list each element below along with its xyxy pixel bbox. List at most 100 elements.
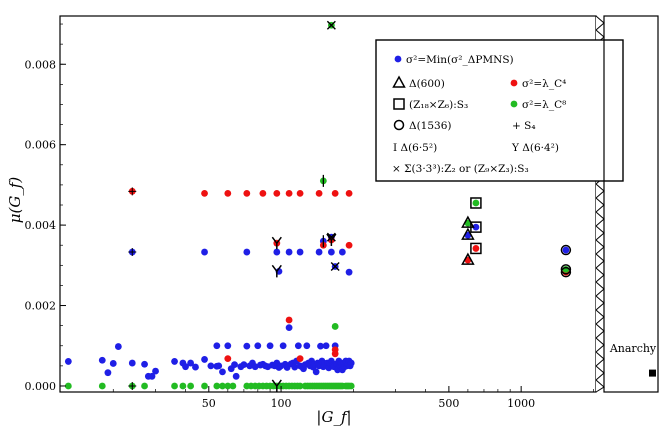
data-marks — [64, 20, 572, 392]
data-point-blue — [285, 324, 293, 332]
data-point-red — [296, 355, 304, 363]
data-point-red — [273, 189, 281, 197]
data-point-blue — [266, 342, 274, 350]
data-point-blue — [213, 342, 221, 350]
data-point-red — [472, 245, 480, 252]
data-point-green — [296, 382, 304, 390]
legend-marker-green — [510, 100, 518, 108]
data-point-red — [243, 189, 251, 197]
data-point-blue — [312, 368, 320, 376]
data-point-blue — [294, 342, 302, 350]
data-point-green — [347, 382, 355, 390]
legend-marker-circle — [393, 119, 405, 131]
marker-circle — [560, 244, 572, 256]
data-point-blue — [251, 363, 259, 371]
marker-Y — [271, 379, 282, 392]
data-point-blue — [141, 360, 148, 368]
legend-label-I: I Δ(6·5²) — [393, 142, 437, 154]
axes: 0.000 0.002 0.004 0.006 0.008 50 100 500 1000 — [25, 15, 606, 410]
marker-circle — [560, 266, 572, 278]
data-point-blue — [338, 248, 346, 256]
data-point-red — [224, 355, 232, 363]
data-point-blue — [279, 342, 287, 350]
data-point-green — [64, 382, 72, 390]
legend-label-square: (Z₁₈×Z₆):S₃ — [409, 99, 468, 111]
data-point-blue — [98, 356, 106, 364]
data-point-blue — [240, 361, 248, 369]
data-point-blue — [472, 223, 480, 231]
marker-x — [326, 20, 336, 30]
data-point-red — [296, 189, 304, 197]
marker-x — [330, 262, 340, 272]
data-point-blue — [296, 248, 304, 256]
data-point-blue — [114, 343, 122, 350]
legend: σ²=Min(σ²_ΔPMNS) Δ(600) σ²=λ_C⁴ (Z₁₈×Z₆):S₃… — [375, 39, 624, 182]
anarchy-point — [649, 369, 656, 377]
x-tick-label: 50 — [202, 397, 216, 410]
y-axis-title: μ(G_f) — [6, 177, 24, 224]
y-tick-label: 0.000 — [25, 380, 57, 393]
legend-label-x: × Σ(3·3³):Z₂ or (Z₉×Z₃):S₃ — [392, 163, 529, 175]
legend-label-green: σ²=λ_C⁸ — [522, 99, 566, 111]
anarchy-panel: Anarchy — [603, 15, 659, 393]
y-tick-label: 0.002 — [25, 300, 57, 313]
data-point-green — [171, 382, 178, 390]
data-point-blue — [109, 360, 117, 367]
data-point-blue — [224, 342, 232, 350]
data-point-green — [213, 382, 221, 390]
data-point-blue — [219, 368, 226, 376]
x-axis-title: |G_f| — [316, 408, 351, 426]
x-tick-label: 500 — [438, 397, 459, 410]
data-point-green — [187, 382, 195, 390]
legend-label-circle: Δ(1536) — [409, 120, 452, 132]
data-point-red — [224, 189, 232, 197]
data-point-blue — [182, 363, 189, 371]
data-point-blue — [243, 342, 251, 350]
legend-label-plus: + S₄ — [512, 120, 536, 132]
data-point-blue — [148, 372, 156, 380]
data-point-blue — [201, 248, 208, 256]
marker-plus — [128, 187, 137, 196]
data-point-blue — [171, 358, 178, 365]
legend-marker-blue — [394, 55, 402, 63]
marker-Y — [271, 236, 282, 250]
data-point-red — [331, 189, 339, 197]
x-tick-label: 1000 — [507, 397, 535, 410]
data-point-red — [315, 189, 323, 197]
data-point-green — [98, 382, 106, 390]
marker-triangle — [461, 227, 475, 240]
marker-plus — [128, 248, 137, 257]
data-point-green — [179, 382, 187, 390]
legend-label-blue: σ²=Min(σ²_ΔPMNS) — [406, 54, 514, 66]
data-point-blue — [345, 268, 353, 276]
data-point-blue — [285, 248, 293, 256]
legend-label-triangle: Δ(600) — [409, 78, 445, 90]
data-point-red — [259, 189, 267, 197]
data-point-blue — [128, 359, 136, 367]
data-point-red — [201, 189, 208, 197]
data-point-green — [472, 199, 480, 207]
marker-Y — [271, 264, 282, 278]
marker-square — [470, 242, 482, 255]
legend-marker-square — [393, 98, 405, 110]
data-point-green — [229, 382, 237, 390]
data-point-red — [285, 316, 293, 324]
data-point-blue — [104, 369, 112, 377]
marker-square — [470, 221, 482, 233]
axis-break-mask — [596, 16, 606, 392]
y-tick-label: 0.008 — [25, 58, 57, 71]
marker-square — [470, 197, 482, 209]
data-point-blue — [187, 359, 195, 367]
marker-circle — [560, 264, 572, 275]
data-point-blue — [232, 372, 240, 380]
data-point-blue — [273, 248, 281, 256]
data-point-red — [345, 189, 353, 197]
data-point-blue — [327, 248, 335, 256]
data-point-green — [141, 382, 148, 390]
data-point-green — [331, 323, 339, 330]
data-point-blue — [347, 359, 355, 367]
legend-label-red: σ²=λ_C⁴ — [522, 78, 566, 90]
data-point-blue — [215, 362, 223, 370]
data-point-blue — [152, 367, 159, 375]
y-tick-label: 0.004 — [25, 219, 57, 232]
